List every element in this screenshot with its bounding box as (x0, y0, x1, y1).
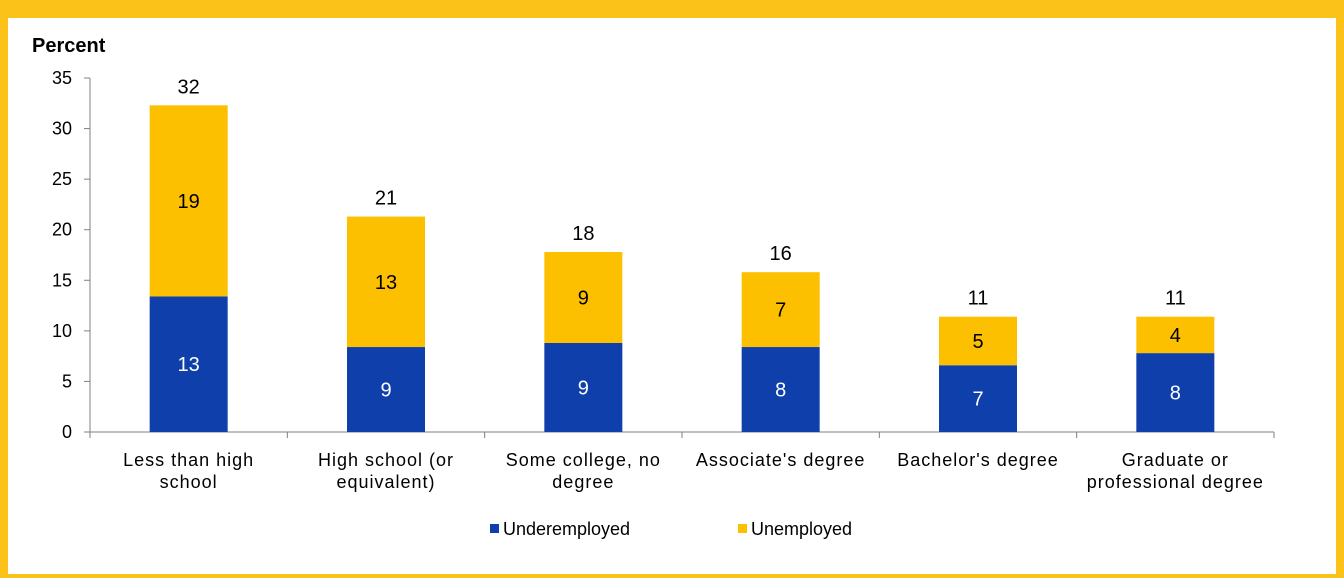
x-category-label: Associate's degree (696, 450, 866, 470)
data-label-underemployed: 9 (578, 377, 589, 399)
bar-underemployed (939, 365, 1017, 432)
x-category-label: Less than high school (123, 450, 254, 492)
y-tick-label: 30 (52, 119, 72, 139)
x-category-label: Graduate or professional degree (1087, 450, 1264, 492)
data-label-unemployed: 19 (178, 191, 200, 213)
legend-swatch-underemployed (490, 524, 499, 533)
data-label-underemployed: 8 (775, 380, 786, 402)
total-label: 32 (178, 76, 200, 98)
x-category-label: High school (or equivalent) (318, 450, 454, 492)
y-tick-label: 25 (52, 169, 72, 189)
bar-unemployed (1136, 316, 1215, 354)
data-label-unemployed: 5 (972, 331, 983, 353)
total-label: 21 (375, 188, 397, 210)
data-label-unemployed: 4 (1170, 325, 1181, 347)
total-label: 11 (1165, 288, 1186, 310)
y-tick-label: 15 (52, 270, 72, 290)
y-tick-label: 0 (62, 422, 72, 442)
data-label-underemployed: 8 (1170, 383, 1181, 405)
legend-label-underemployed: Underemployed (503, 519, 630, 539)
data-label-unemployed: 7 (775, 300, 786, 322)
bar-underemployed (347, 347, 425, 432)
y-axis-title: Percent (32, 35, 106, 57)
data-label-underemployed: 7 (972, 389, 983, 411)
data-label-unemployed: 13 (375, 272, 397, 294)
total-label: 16 (770, 243, 792, 265)
bar-underemployed (741, 347, 820, 432)
total-label: 11 (968, 288, 989, 310)
bar-unemployed (544, 251, 623, 343)
bar-unemployed (741, 272, 820, 348)
x-category-label: Bachelor's degree (897, 450, 1059, 470)
y-tick-label: 35 (52, 68, 72, 88)
bar-underemployed (149, 296, 228, 432)
bar-unemployed (347, 216, 425, 348)
y-tick-label: 5 (62, 371, 72, 391)
bar-underemployed (1136, 353, 1215, 432)
bar-unemployed (149, 105, 228, 297)
total-label: 18 (572, 223, 594, 245)
data-label-underemployed: 9 (380, 380, 391, 402)
data-label-underemployed: 13 (178, 354, 200, 376)
data-label-unemployed: 9 (578, 287, 589, 309)
legend-swatch-unemployed (738, 524, 747, 533)
bar-unemployed (939, 316, 1017, 366)
x-category-label: Some college, no degree (506, 450, 661, 492)
y-tick-label: 10 (52, 321, 72, 341)
y-tick-label: 20 (52, 220, 72, 240)
bar-underemployed (544, 342, 623, 432)
legend-label-unemployed: Unemployed (751, 519, 852, 539)
